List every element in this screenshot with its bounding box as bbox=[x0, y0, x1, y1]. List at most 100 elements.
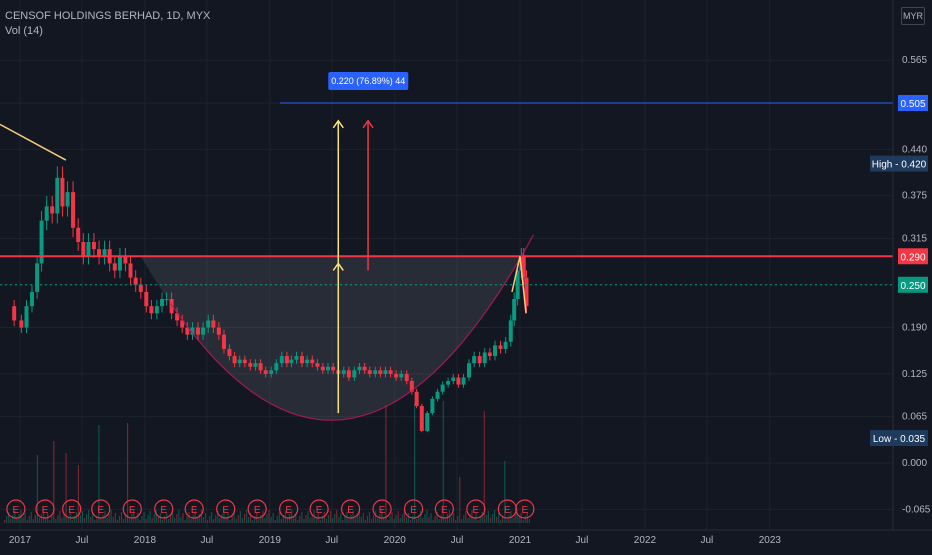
volume-bar bbox=[375, 511, 377, 523]
earnings-marker[interactable] bbox=[466, 499, 486, 519]
volume-bar bbox=[86, 514, 88, 523]
candle-body bbox=[425, 413, 430, 431]
trend-line[interactable] bbox=[0, 123, 67, 161]
earnings-marker[interactable] bbox=[91, 499, 111, 519]
earnings-marker[interactable] bbox=[216, 499, 236, 519]
volume-bar bbox=[116, 520, 118, 523]
candle-body bbox=[362, 366, 367, 371]
candle-body bbox=[399, 373, 404, 378]
volume-bar bbox=[385, 405, 387, 523]
candle-body bbox=[472, 356, 477, 364]
volume-bar bbox=[440, 515, 442, 523]
volume-bar bbox=[211, 512, 213, 523]
volume-bar bbox=[204, 513, 207, 523]
arrow-head bbox=[332, 262, 344, 271]
price-axis[interactable]: 0.565 0.505 0.440 0.375 0.315 0.250 0.190 0.125… bbox=[892, 0, 931, 530]
volume-bar bbox=[508, 515, 510, 523]
volume-bar bbox=[53, 441, 55, 523]
measure-label-box[interactable] bbox=[328, 72, 409, 90]
x-tick-label: Jul bbox=[76, 535, 89, 546]
candle-body bbox=[175, 313, 180, 321]
volume-bar bbox=[190, 519, 192, 523]
earnings-marker[interactable] bbox=[6, 499, 26, 519]
cup-arc[interactable] bbox=[170, 234, 534, 421]
volume-bar bbox=[325, 519, 328, 523]
arrow-head bbox=[332, 119, 344, 129]
volume-bar bbox=[12, 515, 14, 523]
candle-body bbox=[149, 306, 154, 314]
volume-bar bbox=[280, 519, 282, 523]
volume-bar bbox=[332, 518, 334, 523]
candle-body bbox=[232, 356, 237, 364]
earnings-marker[interactable] bbox=[279, 499, 299, 519]
candle-body bbox=[512, 299, 517, 321]
price-label-box bbox=[898, 95, 928, 111]
volume-indicator-label[interactable]: Vol (14) bbox=[5, 25, 43, 37]
volume-bar bbox=[182, 513, 184, 523]
chart-legend: CENSOF HOLDINGS BERHAD, 1D, MYX Vol (14) bbox=[5, 9, 210, 39]
earnings-marker[interactable] bbox=[184, 499, 204, 519]
volume-bar bbox=[26, 520, 28, 523]
volume-bar bbox=[522, 520, 524, 523]
volume-bar bbox=[498, 513, 500, 523]
earnings-marker[interactable] bbox=[154, 499, 174, 519]
volume-bar bbox=[57, 515, 59, 523]
candle-body bbox=[284, 356, 289, 364]
volume-bar bbox=[315, 517, 317, 523]
volume-bar bbox=[301, 512, 303, 523]
candle-body bbox=[456, 377, 461, 385]
earnings-marker[interactable] bbox=[372, 499, 392, 519]
volume-bar bbox=[493, 510, 496, 523]
candle-body bbox=[185, 327, 190, 335]
volume-bar bbox=[6, 516, 8, 523]
price-label: High - 0.420 bbox=[872, 160, 927, 171]
volume-bar bbox=[45, 517, 47, 523]
candle-body bbox=[144, 291, 149, 307]
volume-bar bbox=[336, 510, 338, 523]
earnings-marker[interactable] bbox=[62, 499, 82, 519]
earnings-marker[interactable] bbox=[122, 499, 142, 519]
volume-bar bbox=[393, 519, 395, 523]
candle-body bbox=[227, 348, 232, 357]
earnings-marker[interactable] bbox=[247, 499, 267, 519]
volume-bar bbox=[414, 403, 416, 523]
candle-body bbox=[160, 299, 165, 307]
volume-bars bbox=[4, 401, 530, 523]
earnings-marker[interactable] bbox=[35, 499, 55, 519]
earnings-marker-label: E bbox=[13, 505, 20, 516]
candle-body bbox=[221, 334, 226, 349]
candle-body bbox=[320, 366, 325, 371]
time-axis[interactable]: 2017 Jul 2018 Jul 2019 Jul 2020 Jul 2021 Jul 2022 J… bbox=[0, 529, 932, 546]
volume-bar bbox=[49, 520, 51, 523]
volume-bar bbox=[59, 511, 61, 523]
symbol-title[interactable]: CENSOF HOLDINGS BERHAD, 1D, MYX bbox=[5, 10, 211, 22]
candle-body bbox=[294, 356, 299, 360]
earnings-marker[interactable] bbox=[434, 499, 454, 519]
price-candles bbox=[12, 166, 529, 433]
zigzag-line[interactable] bbox=[511, 256, 527, 314]
volume-bar bbox=[139, 520, 141, 523]
candle-body bbox=[112, 263, 117, 271]
earnings-marker[interactable] bbox=[403, 499, 424, 519]
candle-body bbox=[467, 363, 472, 378]
earnings-marker-label: E bbox=[316, 505, 323, 516]
volume-bar bbox=[184, 520, 186, 523]
x-tick-label: Jul bbox=[576, 535, 589, 546]
candle-body bbox=[482, 352, 487, 364]
volume-bar bbox=[178, 510, 180, 523]
volume-bar bbox=[34, 515, 36, 523]
volume-bar bbox=[225, 517, 227, 523]
candle-body bbox=[414, 391, 419, 406]
currency-button[interactable]: MYR bbox=[901, 7, 925, 25]
volume-bar bbox=[274, 520, 276, 523]
y-tick-label: 0.375 bbox=[902, 191, 927, 202]
earnings-marker[interactable] bbox=[515, 499, 535, 519]
earnings-marker[interactable] bbox=[340, 499, 361, 519]
earnings-marker-label: E bbox=[504, 505, 511, 516]
drawing-layer[interactable]: 0.220 (76.89%) 44 bbox=[0, 72, 893, 421]
volume-bar bbox=[28, 516, 30, 523]
volume-bar bbox=[436, 512, 438, 523]
earnings-marker[interactable] bbox=[309, 499, 329, 519]
